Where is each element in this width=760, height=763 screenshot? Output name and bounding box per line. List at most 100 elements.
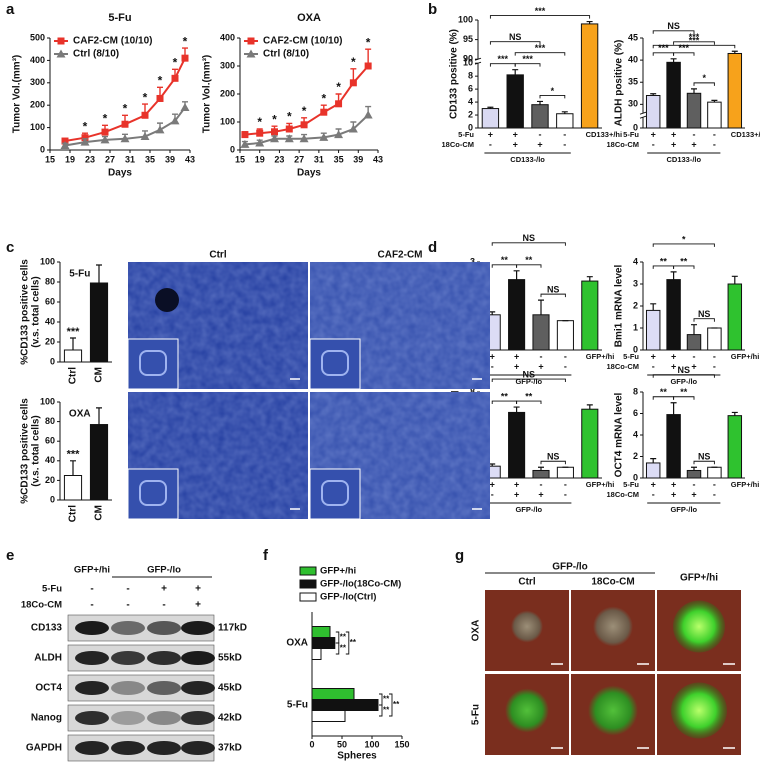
inset-cell: [139, 350, 167, 376]
legend-label: Ctrl (8/10): [263, 49, 309, 60]
row-label: GAPDH: [26, 743, 62, 754]
condition-sign: -: [693, 479, 696, 489]
bar: [532, 469, 550, 479]
error-bar: [731, 411, 738, 416]
significance: *: [158, 73, 163, 87]
y-axis-label: Tumor Vol.(mm³): [12, 55, 23, 134]
column-header: CAF2-CM: [378, 250, 423, 261]
bracket: [652, 52, 675, 56]
condition-sign: -: [564, 361, 567, 371]
y-tick-label: 0: [633, 344, 638, 354]
bar: [727, 415, 743, 479]
significance: ***: [535, 43, 546, 53]
condition-sign: -: [563, 139, 566, 149]
significance: **: [660, 256, 668, 266]
condition-sign: -: [564, 351, 567, 361]
group-label: GFP-/lo: [670, 505, 697, 514]
bracket: [652, 44, 736, 49]
y-tick-label: 300: [220, 60, 235, 70]
row-label: OCT4: [35, 683, 62, 694]
marker: [364, 62, 372, 70]
condition-name: 18Co-CM: [21, 600, 62, 611]
error-bar: [70, 337, 76, 350]
condition-sign: +: [537, 139, 542, 149]
marker: [319, 132, 329, 141]
condition-sign: +: [514, 361, 519, 371]
marker: [300, 121, 308, 129]
y-axis-label: (v.s. total cells): [31, 415, 42, 487]
significance: *: [272, 112, 277, 126]
y-tick-label: 8: [633, 386, 638, 396]
x-tick-label: 23: [85, 154, 95, 164]
y-tick-label: 2: [633, 300, 638, 310]
blot-band: [75, 711, 109, 725]
bracket: [673, 396, 695, 400]
y-axis-label: (v.s. total cells): [31, 276, 42, 348]
blot-band: [181, 621, 215, 635]
bracket: [335, 631, 340, 644]
y-axis-label: Tumor Vol.(mm³): [202, 55, 213, 134]
marker: [247, 37, 255, 45]
panel-label: e: [6, 547, 14, 564]
panel-label: a: [6, 1, 15, 18]
condition-sign: -: [564, 479, 567, 489]
significance: *: [336, 80, 341, 94]
x-axis-label: Days: [108, 168, 132, 179]
condition-sign: +: [488, 129, 493, 139]
significance: ***: [689, 36, 700, 46]
x-axis-label: Spheres: [337, 751, 377, 762]
chart-title: OXA: [297, 12, 321, 24]
group-label: CD133-/lo: [510, 155, 545, 164]
y-tick-label: OXA: [286, 638, 308, 649]
bar: [686, 92, 702, 129]
bracket: [673, 265, 695, 269]
y-tick-label: 0: [50, 494, 55, 504]
y-tick-label: 40: [45, 316, 55, 326]
x-tick-label: 39: [353, 154, 363, 164]
y-axis-label: %CD133 positive cells: [20, 259, 31, 365]
condition-sign: -: [540, 479, 543, 489]
bar: [707, 466, 722, 479]
group-label: GFP-/lo: [670, 377, 697, 386]
condition-sign: -: [126, 584, 129, 595]
y-tick-label: 60: [45, 436, 55, 446]
group-label: GFP-/lo: [552, 562, 588, 573]
y-tick-label: 6: [468, 83, 473, 93]
error-bar: [489, 311, 496, 315]
bar: [666, 414, 681, 479]
error-bar: [731, 275, 738, 284]
bracket: [491, 264, 518, 268]
bar: [580, 23, 599, 129]
marker: [284, 134, 294, 143]
legend-label: GFP+/hi: [320, 566, 356, 577]
y-tick-label: 0: [633, 472, 638, 482]
sphere: [593, 606, 633, 647]
bracket: [491, 378, 566, 383]
condition-sign: +: [671, 129, 676, 139]
error-bar: [670, 271, 677, 280]
condition-sign: -: [491, 361, 494, 371]
condition-sign: +: [671, 479, 676, 489]
marker: [140, 132, 150, 141]
bar: [532, 314, 550, 351]
significance: *: [103, 112, 108, 126]
error-bar: [586, 276, 593, 282]
bar: [508, 411, 526, 479]
sphere: [673, 600, 725, 653]
bar: [311, 710, 346, 722]
sphere: [505, 688, 549, 733]
bar: [727, 283, 743, 351]
legend-swatch: [299, 566, 317, 576]
y-tick-label: 90: [463, 54, 473, 64]
condition-name: 5-Fu: [623, 352, 639, 361]
bracket: [489, 15, 591, 19]
bracket: [335, 642, 340, 655]
bar: [311, 688, 355, 700]
x-tick-label: 27: [294, 154, 304, 164]
bar: [89, 424, 109, 501]
significance: NS: [509, 32, 522, 42]
x-tick-label: 15: [235, 154, 245, 164]
side-label: GFP+/hi: [586, 352, 615, 361]
condition-sign: -: [126, 600, 129, 611]
significance: ***: [535, 6, 546, 16]
